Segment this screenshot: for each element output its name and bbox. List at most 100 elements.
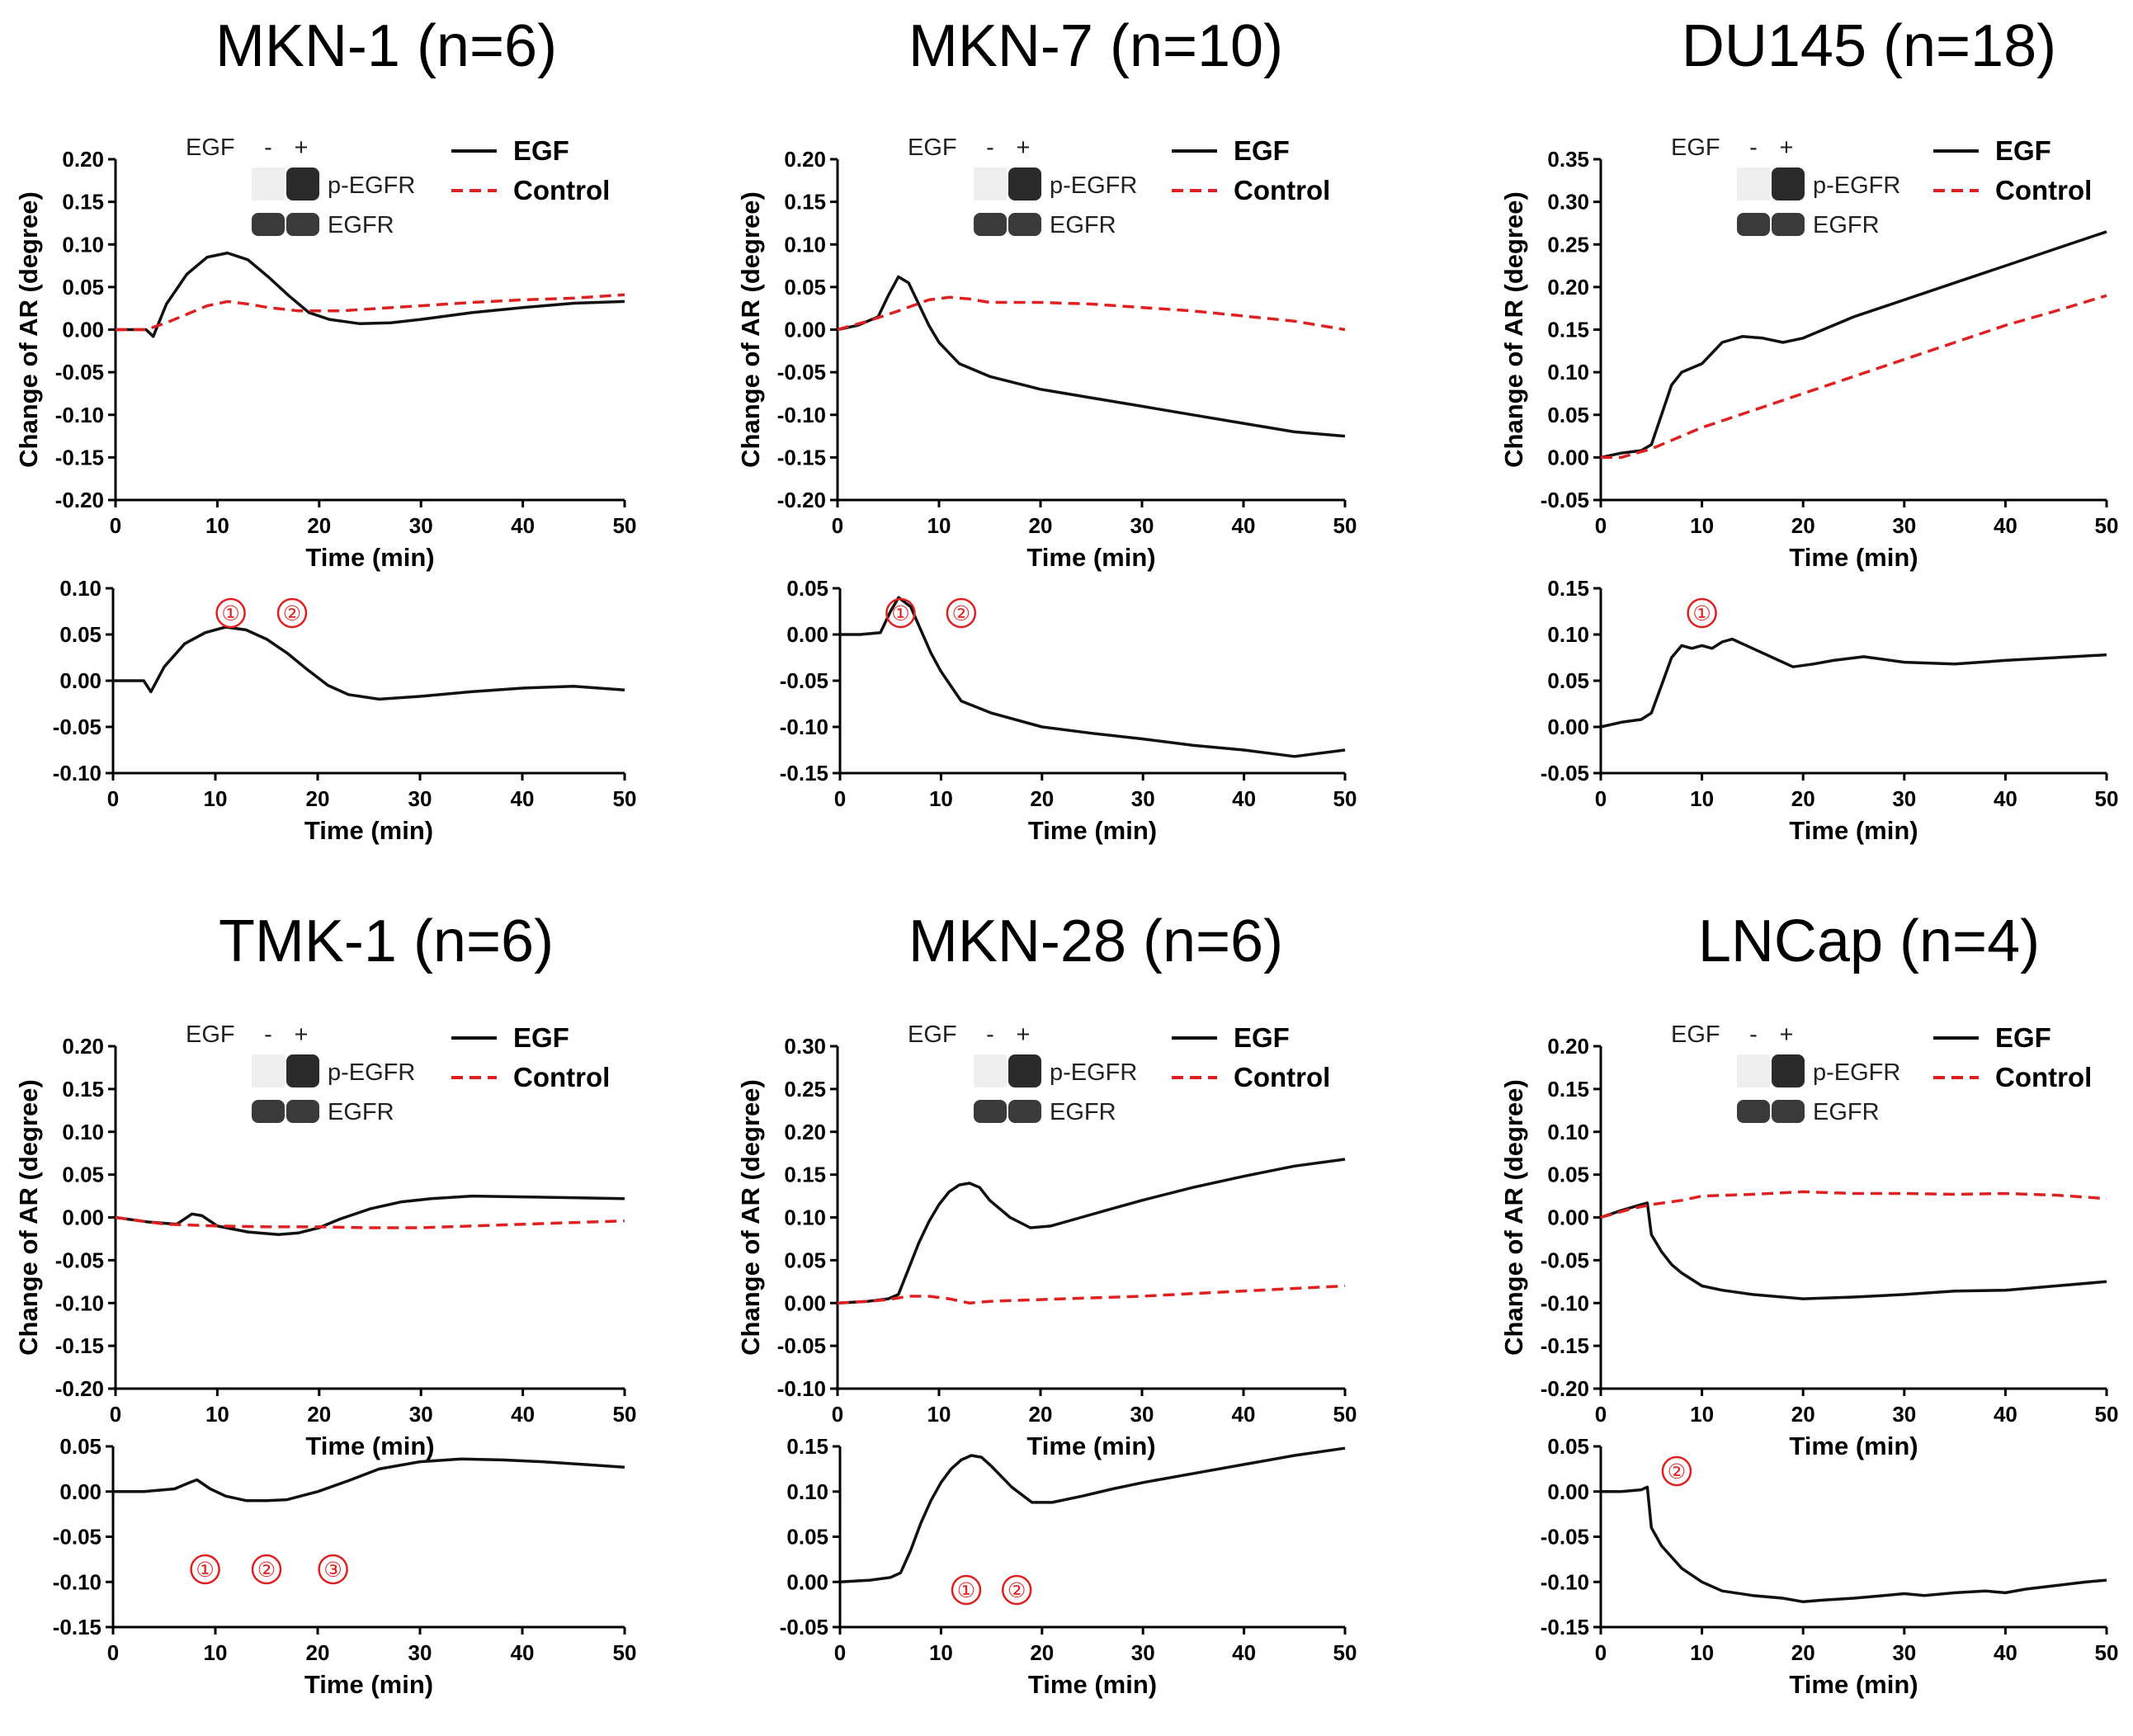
y-tick-label: -0.10 <box>53 761 101 785</box>
legend: EGF Control <box>1933 135 2092 205</box>
blot-pegfr-band-plus <box>1008 167 1041 200</box>
y-axis-title: Change of AR (degree) <box>14 1079 43 1356</box>
x-tick-label: 10 <box>1690 513 1714 538</box>
x-tick-label: 20 <box>1791 1402 1815 1427</box>
x-tick-label: 40 <box>1994 1402 2017 1427</box>
phase-marker: ① <box>215 597 246 629</box>
x-tick-label: 50 <box>1333 513 1357 538</box>
x-tick-label: 0 <box>834 786 846 811</box>
panel-lncap: LNCap (n=4)0.200.150.100.050.00-0.05-0.1… <box>1499 908 2118 1699</box>
y-tick-label: -0.10 <box>780 715 828 739</box>
egf-series-line <box>1600 1201 2107 1300</box>
x-tick-label: 0 <box>1595 513 1607 538</box>
blot-pegfr-band-plus <box>1772 167 1805 200</box>
legend-control-label: Control <box>513 1062 610 1092</box>
y-tick-label: -0.20 <box>1541 1376 1589 1401</box>
y-tick-label: 0.10 <box>786 1479 828 1504</box>
y-tick-label: -0.10 <box>1541 1290 1589 1315</box>
x-tick-label: 20 <box>307 1402 331 1427</box>
phase-marker-circle <box>951 1574 982 1606</box>
legend: EGF Control <box>1172 1022 1330 1092</box>
x-tick-label: 50 <box>2095 1402 2119 1427</box>
phase-marker-label: ① <box>1692 602 1711 625</box>
phase-marker-label: ③ <box>323 1559 342 1582</box>
x-tick-label: 10 <box>929 1640 953 1665</box>
blot-pegfr-label: p-EGFR <box>1813 172 1900 199</box>
main-axes: 0.35 0.30 0.25 0.20 0.15 0.10 0.05 0.00 -0.050 10… <box>1499 147 2118 572</box>
phase-marker: ③ <box>318 1554 348 1585</box>
difference-series-line <box>113 1457 625 1502</box>
y-tick-label: 0.10 <box>59 576 101 601</box>
sub-chart: 0.05 0.00 -0.05 -0.10 -0.150 10 20 30 40 50 Time (… <box>1541 1434 2119 1699</box>
x-tick-label: 50 <box>613 1402 637 1427</box>
phase-marker: ① <box>190 1554 220 1585</box>
y-tick-label: 0.10 <box>62 232 104 257</box>
egf-series-line <box>1600 230 2107 460</box>
main-chart: 0.200.150.100.050.00-0.05-0.10-0.15-0.20… <box>1499 1021 2118 1460</box>
blot-pegfr-label: p-EGFR <box>1050 1059 1137 1086</box>
legend-egf-label: EGF <box>513 1022 569 1053</box>
egf-series-line <box>837 1158 1346 1305</box>
x-tick-label: 20 <box>307 513 331 538</box>
y-tick-label: 0.05 <box>1547 668 1589 693</box>
x-axis-title: Time (min) <box>1026 1432 1155 1460</box>
y-tick-label: 0.20 <box>1547 275 1589 300</box>
blot-egfr-label: EGFR <box>328 1099 394 1125</box>
blot-egf-header: EGF <box>1671 1021 1720 1048</box>
x-tick-label: 20 <box>1791 513 1815 538</box>
x-tick-label: 30 <box>1130 1402 1154 1427</box>
y-tick-label: -0.15 <box>55 1333 104 1358</box>
main-axes: 0.20 0.15 0.10 0.05 0.00 -0.05 -0.10 -0.15 -0.20… <box>14 1034 636 1460</box>
phase-marker: ① <box>1687 597 1717 629</box>
y-tick-label: 0.15 <box>1547 576 1589 601</box>
x-axis-title: Time (min) <box>1028 816 1157 845</box>
x-tick-label: 50 <box>613 786 637 811</box>
x-tick-label: 30 <box>1892 513 1916 538</box>
y-tick-label: 0.15 <box>62 1077 104 1102</box>
y-tick-label: 0.10 <box>1547 1120 1589 1144</box>
western-blot-inset: EGF - + p-EGFR EGFR <box>186 134 415 238</box>
western-blot-inset: EGF - + p-EGFR EGFR <box>1671 134 1900 238</box>
x-tick-label: 40 <box>1994 786 2017 811</box>
x-tick-label: 0 <box>110 1402 121 1427</box>
blot-plus-label: + <box>1780 1021 1794 1048</box>
legend: EGF Control <box>451 1022 610 1092</box>
difference-series-line <box>1601 1485 2107 1604</box>
blot-egfr-band-plus <box>1772 1100 1805 1123</box>
y-tick-label: 0.05 <box>1547 1434 1589 1459</box>
x-tick-label: 40 <box>511 1640 535 1665</box>
blot-pegfr-band-plus <box>1008 1054 1041 1087</box>
y-tick-label: 0.30 <box>1547 190 1589 215</box>
legend: EGF Control <box>1933 1022 2092 1092</box>
blot-pegfr-label: p-EGFR <box>1050 172 1137 199</box>
x-tick-label: 20 <box>1029 1402 1053 1427</box>
y-tick-label: -0.10 <box>53 1569 101 1594</box>
y-tick-label: 0.10 <box>62 1120 104 1144</box>
y-tick-label: -0.15 <box>1541 1615 1589 1639</box>
phase-marker-circle <box>251 1554 282 1585</box>
x-tick-label: 30 <box>1131 786 1155 811</box>
y-tick-label: 0.05 <box>784 275 826 300</box>
y-tick-label: 0.05 <box>786 576 828 601</box>
phase-marker-label: ① <box>196 1559 214 1582</box>
x-tick-label: 40 <box>1232 1640 1256 1665</box>
control-series-line <box>116 293 625 332</box>
blot-egfr-label: EGFR <box>1813 212 1880 238</box>
blot-egfr-band-minus <box>1737 213 1770 236</box>
legend-control-label: Control <box>1995 1062 2092 1092</box>
y-tick-label: 0.35 <box>1547 147 1589 172</box>
y-tick-label: 0.20 <box>62 1034 104 1059</box>
y-tick-label: 0.15 <box>784 190 826 215</box>
y-tick-label: -0.15 <box>780 761 828 785</box>
phase-marker-circle <box>318 1554 348 1585</box>
panel-mkn7: MKN-7 (n=10)0.200.150.100.050.00-0.05-0.… <box>736 13 1357 845</box>
x-axis-title: Time (min) <box>1789 543 1918 572</box>
y-tick-label: 0.10 <box>1547 622 1589 647</box>
x-tick-label: 20 <box>1030 1640 1054 1665</box>
x-tick-label: 50 <box>2095 513 2119 538</box>
x-tick-label: 40 <box>511 786 535 811</box>
x-axis-title: Time (min) <box>1789 816 1918 845</box>
main-axes: 0.20 0.15 0.10 0.05 0.00 -0.05 -0.10 -0.15 -0.20… <box>1499 1034 2118 1460</box>
x-tick-label: 10 <box>927 513 951 538</box>
